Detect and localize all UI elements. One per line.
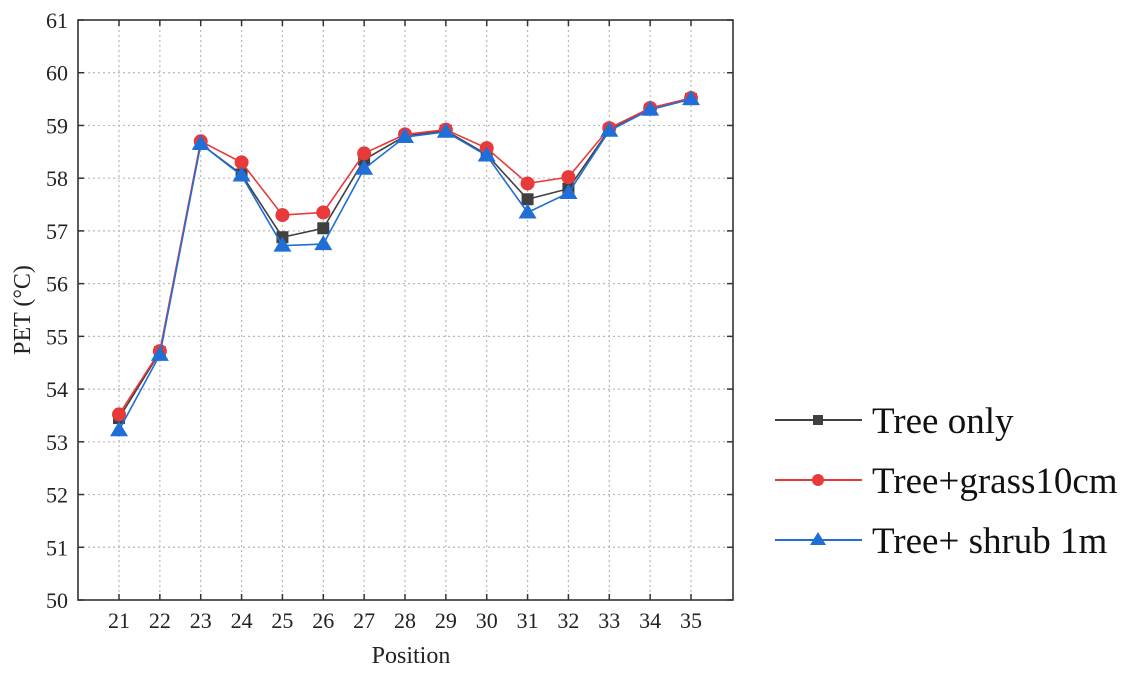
axes: 50 51 52 53 54 55 56 57 58 59 60 61 21 22 23 24 25 26 27 28… — [46, 8, 734, 633]
x-tick-label: 32 — [557, 608, 579, 633]
x-tick-label: 23 — [190, 608, 212, 633]
y-tick-label: 58 — [46, 166, 68, 191]
y-tick-label: 60 — [46, 61, 68, 86]
x-tick-label: 29 — [435, 608, 457, 633]
legend: Tree only Tree+grass10cm Tree+ shrub 1m — [775, 401, 1118, 562]
y-axis-label: PET (°C) — [10, 265, 36, 355]
y-tick-label: 55 — [46, 324, 68, 349]
x-tick-label: 31 — [517, 608, 539, 633]
legend-label: Tree+ shrub 1m — [872, 521, 1108, 562]
x-tick-label: 26 — [312, 608, 334, 633]
y-tick-label: 52 — [46, 483, 68, 508]
x-tick-label: 30 — [476, 608, 498, 633]
y-tick-label: 59 — [46, 113, 68, 138]
x-axis-label: Position — [372, 643, 451, 669]
x-tick-label: 33 — [598, 608, 620, 633]
x-tick-label: 34 — [639, 608, 661, 633]
x-tick-label: 24 — [231, 608, 253, 633]
data-series — [110, 90, 700, 437]
legend-item: Tree+grass10cm — [775, 461, 1118, 502]
y-tick-label: 51 — [46, 535, 68, 560]
legend-label: Tree only — [872, 401, 1014, 442]
x-tick-label: 21 — [108, 608, 130, 633]
legend-item: Tree+ shrub 1m — [775, 521, 1108, 562]
y-tick-label: 53 — [46, 430, 68, 455]
y-tick-label: 56 — [46, 272, 68, 297]
y-tick-label: 54 — [46, 377, 68, 402]
y-tick-label: 61 — [46, 8, 68, 33]
y-tick-label: 50 — [46, 588, 68, 613]
x-tick-label: 28 — [394, 608, 416, 633]
x-tick-label: 22 — [149, 608, 171, 633]
gridlines — [78, 20, 733, 600]
x-tick-label: 25 — [271, 608, 293, 633]
x-tick-label: 27 — [353, 608, 375, 633]
legend-item: Tree only — [775, 401, 1014, 442]
y-tick-label: 57 — [46, 219, 68, 244]
series-tree-shrub-1m — [110, 90, 700, 437]
x-tick-label: 35 — [680, 608, 702, 633]
legend-label: Tree+grass10cm — [872, 461, 1118, 502]
